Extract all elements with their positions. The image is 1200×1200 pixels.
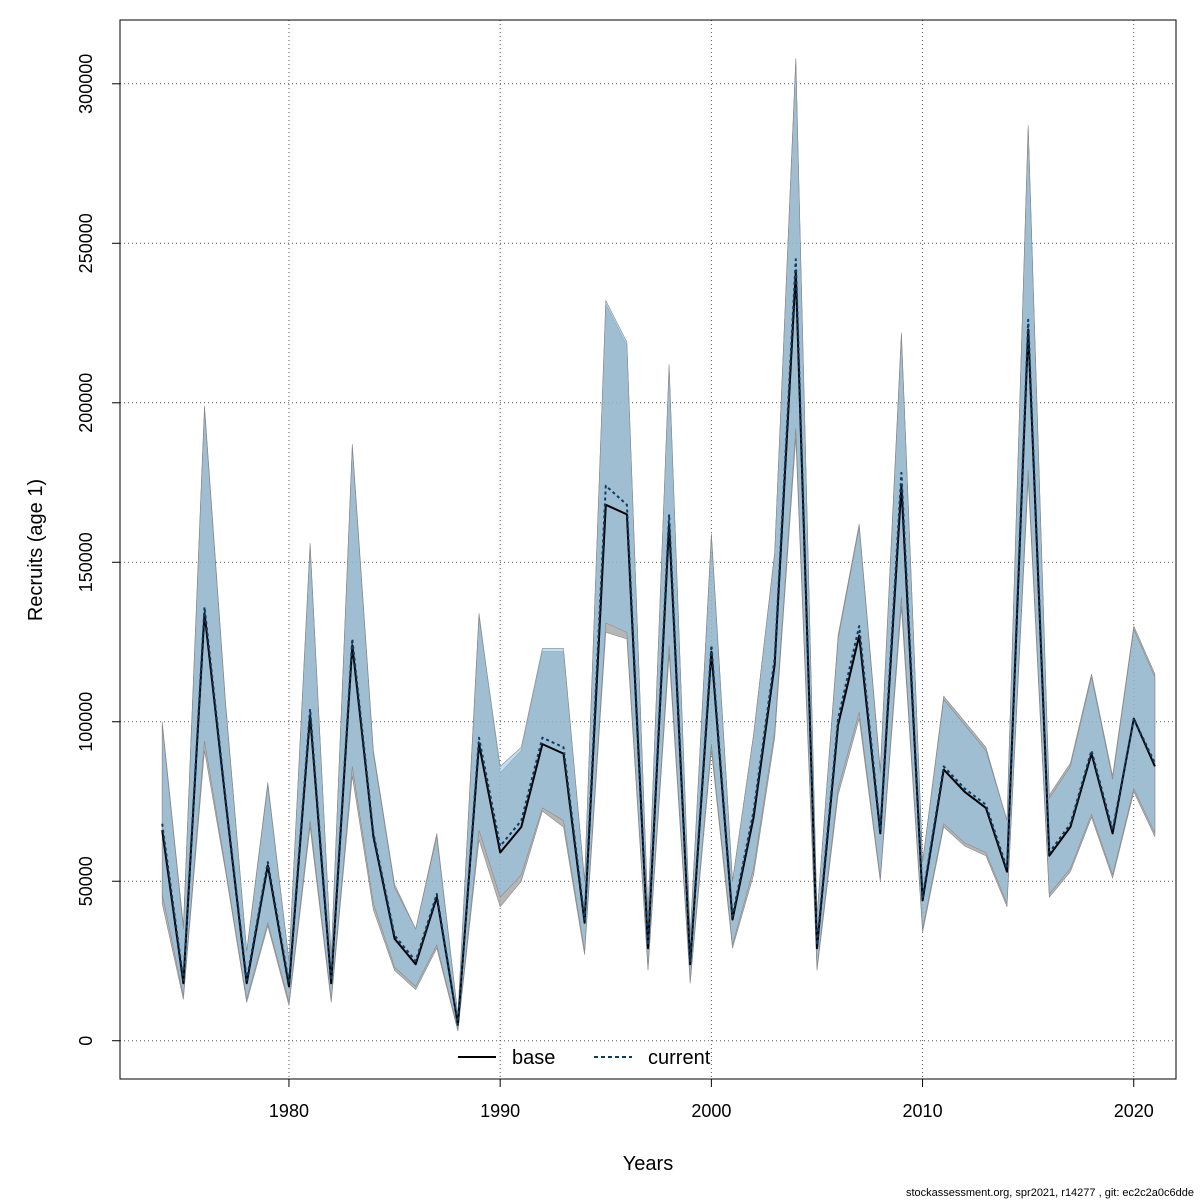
y-tick-label-150000: 150000 — [76, 532, 96, 592]
y-tick-label-50000: 50000 — [76, 856, 96, 906]
legend-label-base: base — [512, 1047, 555, 1069]
y-tick-label-0: 0 — [76, 1036, 96, 1046]
band-current — [161, 61, 1156, 1030]
y-tick-label-250000: 250000 — [76, 213, 96, 273]
line-current — [161, 258, 1156, 1026]
series-lines — [161, 258, 1156, 1026]
x-tick-label-1980: 1980 — [269, 1101, 309, 1121]
plot-frame — [119, 19, 1177, 1080]
y-tick-label-100000: 100000 — [76, 692, 96, 752]
confidence-bands — [161, 58, 1156, 1032]
footer-credit: stockassessment.org, spr2021, r14277 , g… — [906, 1187, 1194, 1199]
line-base — [161, 271, 1156, 1026]
x-axis-title: Years — [623, 1153, 673, 1175]
y-axis: 0 50000 100000 150000 200000 250000 300000 — [76, 54, 120, 1046]
x-tick-label-2020: 2020 — [1114, 1101, 1154, 1121]
x-axis: 1980 1990 2000 2010 2020 — [269, 1079, 1154, 1121]
y-tick-label-200000: 200000 — [76, 373, 96, 433]
legend: base current — [458, 1047, 711, 1069]
y-tick-label-300000: 300000 — [76, 54, 96, 114]
y-axis-title: Recruits (age 1) — [25, 479, 47, 621]
grid-lines — [120, 20, 1176, 1079]
x-tick-label-2010: 2010 — [903, 1101, 943, 1121]
x-tick-label-1990: 1990 — [480, 1101, 520, 1121]
legend-label-current: current — [648, 1047, 711, 1069]
x-tick-label-2000: 2000 — [691, 1101, 731, 1121]
